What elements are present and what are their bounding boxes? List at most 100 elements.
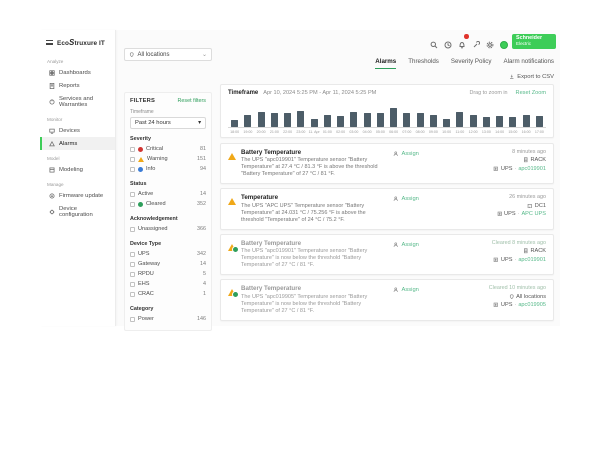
filter-row-gateway[interactable]: Gateway 14 bbox=[130, 259, 206, 269]
histogram-bar[interactable] bbox=[297, 110, 305, 127]
bar-column[interactable] bbox=[281, 113, 294, 127]
filter-row-ehs[interactable]: EHS 4 bbox=[130, 279, 206, 289]
histogram-bar[interactable] bbox=[390, 107, 398, 127]
histogram-bar[interactable] bbox=[270, 113, 278, 127]
filter-row-cleared[interactable]: Cleared 352 bbox=[130, 199, 206, 209]
assign-button[interactable]: Assign bbox=[393, 285, 453, 315]
alarm-card[interactable]: Battery Temperature The UPS "apc019901" … bbox=[220, 142, 554, 184]
checkbox[interactable] bbox=[130, 281, 135, 287]
bar-column[interactable] bbox=[347, 111, 360, 127]
histogram-bar[interactable] bbox=[496, 116, 504, 127]
sidebar-item-firmware-update[interactable]: Firmware update bbox=[40, 189, 115, 202]
filter-row-unassigned[interactable]: Unassigned 366 bbox=[130, 224, 206, 234]
bar-column[interactable] bbox=[453, 111, 466, 127]
alarm-location[interactable]: RACK bbox=[523, 157, 546, 163]
bar-column[interactable] bbox=[520, 114, 533, 127]
bar-column[interactable] bbox=[400, 113, 413, 127]
histogram-bar[interactable] bbox=[337, 116, 345, 127]
alarm-location[interactable]: All locations bbox=[509, 294, 546, 300]
device-link[interactable]: apc019905 bbox=[518, 302, 546, 308]
filter-row-warning[interactable]: Warning 151 bbox=[130, 154, 206, 164]
location-filter-dropdown[interactable]: All locations ⌄ bbox=[124, 48, 212, 61]
bar-column[interactable] bbox=[480, 117, 493, 127]
alarm-location[interactable]: DC1 bbox=[527, 203, 546, 209]
histogram-bar[interactable] bbox=[469, 114, 477, 127]
bar-column[interactable] bbox=[440, 118, 453, 127]
sidebar-item-device-configuration[interactable]: Device configuration bbox=[40, 202, 115, 221]
tools-icon[interactable] bbox=[472, 41, 480, 49]
bar-column[interactable] bbox=[414, 113, 427, 127]
checkbox[interactable] bbox=[130, 261, 135, 267]
histogram-bar[interactable] bbox=[323, 114, 331, 127]
app-logo[interactable]: EcoStruxure IT bbox=[40, 30, 115, 53]
checkbox[interactable] bbox=[130, 291, 135, 297]
assign-button[interactable]: Assign bbox=[393, 194, 453, 224]
sidebar-item-devices[interactable]: Devices bbox=[40, 124, 115, 137]
bar-column[interactable] bbox=[308, 118, 321, 127]
checkbox[interactable] bbox=[130, 146, 135, 152]
device-link[interactable]: apc019901 bbox=[518, 165, 546, 172]
assign-button[interactable]: Assign bbox=[393, 149, 453, 179]
histogram-bar[interactable] bbox=[284, 113, 292, 127]
sidebar-item-dashboards[interactable]: Dashboards bbox=[40, 66, 115, 79]
histogram-bar[interactable] bbox=[376, 113, 384, 127]
notifications-bell[interactable] bbox=[458, 34, 469, 54]
checkbox[interactable] bbox=[130, 316, 135, 322]
bar-column[interactable] bbox=[228, 120, 241, 127]
alarm-card[interactable]: Battery Temperature The UPS "apc019901" … bbox=[220, 233, 554, 275]
bar-column[interactable] bbox=[294, 110, 307, 127]
histogram-bar[interactable] bbox=[310, 118, 318, 127]
tab-alarms[interactable]: Alarms bbox=[375, 58, 397, 69]
checkbox[interactable] bbox=[130, 251, 135, 257]
bar-column[interactable] bbox=[506, 117, 519, 127]
device-link[interactable]: APC UPS bbox=[521, 211, 546, 217]
bar-column[interactable] bbox=[255, 111, 268, 127]
bar-column[interactable] bbox=[493, 116, 506, 127]
histogram-bar[interactable] bbox=[350, 111, 358, 127]
filter-row-ups[interactable]: UPS 342 bbox=[130, 249, 206, 259]
checkbox[interactable] bbox=[130, 226, 135, 232]
history-icon[interactable] bbox=[444, 41, 452, 49]
filter-row-rpdu[interactable]: RPDU 5 bbox=[130, 269, 206, 279]
bar-column[interactable] bbox=[334, 116, 347, 127]
bar-column[interactable] bbox=[467, 114, 480, 127]
sidebar-item-modeling[interactable]: Modeling bbox=[40, 163, 115, 176]
reset-filters-button[interactable]: Reset filters bbox=[177, 98, 206, 104]
bar-column[interactable] bbox=[387, 107, 400, 127]
device-link[interactable]: apc019901 bbox=[518, 256, 546, 263]
histogram-bar[interactable] bbox=[443, 118, 451, 127]
bar-column[interactable] bbox=[241, 114, 254, 127]
filter-row-info[interactable]: Info 94 bbox=[130, 164, 206, 174]
checkbox[interactable] bbox=[130, 156, 135, 162]
settings-gear-icon[interactable] bbox=[486, 41, 494, 49]
hamburger-menu-icon[interactable] bbox=[46, 40, 53, 45]
bar-column[interactable] bbox=[268, 113, 281, 127]
checkbox[interactable] bbox=[130, 191, 135, 197]
checkbox[interactable] bbox=[130, 166, 135, 172]
sidebar-item-services-and-warranties[interactable]: Services and Warranties bbox=[40, 92, 115, 111]
checkbox[interactable] bbox=[130, 271, 135, 277]
alarm-card[interactable]: Temperature The UPS "APC UPS" Temperatur… bbox=[220, 188, 554, 230]
histogram-bar[interactable] bbox=[456, 111, 464, 127]
bar-column[interactable] bbox=[533, 116, 546, 127]
alarm-location[interactable]: RACK bbox=[523, 248, 546, 254]
histogram-bar[interactable] bbox=[244, 114, 252, 127]
histogram-bar[interactable] bbox=[482, 117, 490, 127]
tab-severity-policy[interactable]: Severity Policy bbox=[450, 58, 492, 65]
timeframe-select[interactable]: Past 24 hours ▾ bbox=[130, 117, 206, 129]
user-avatar[interactable] bbox=[500, 41, 508, 49]
histogram-bar[interactable] bbox=[231, 120, 239, 127]
histogram-bar[interactable] bbox=[509, 117, 517, 127]
histogram-bar[interactable] bbox=[522, 114, 530, 127]
bar-column[interactable] bbox=[374, 113, 387, 127]
filter-row-power[interactable]: Power 146 bbox=[130, 314, 206, 324]
filter-row-crac[interactable]: CRAC 1 bbox=[130, 289, 206, 299]
alarm-card[interactable]: Battery Temperature The UPS "apc019905" … bbox=[220, 279, 554, 321]
filter-row-critical[interactable]: Critical 81 bbox=[130, 144, 206, 154]
bar-column[interactable] bbox=[361, 113, 374, 127]
histogram-bar[interactable] bbox=[429, 114, 437, 127]
bar-column[interactable] bbox=[321, 114, 334, 127]
assign-button[interactable]: Assign bbox=[393, 240, 453, 270]
checkbox[interactable] bbox=[130, 201, 135, 207]
tab-thresholds[interactable]: Thresholds bbox=[408, 58, 439, 65]
